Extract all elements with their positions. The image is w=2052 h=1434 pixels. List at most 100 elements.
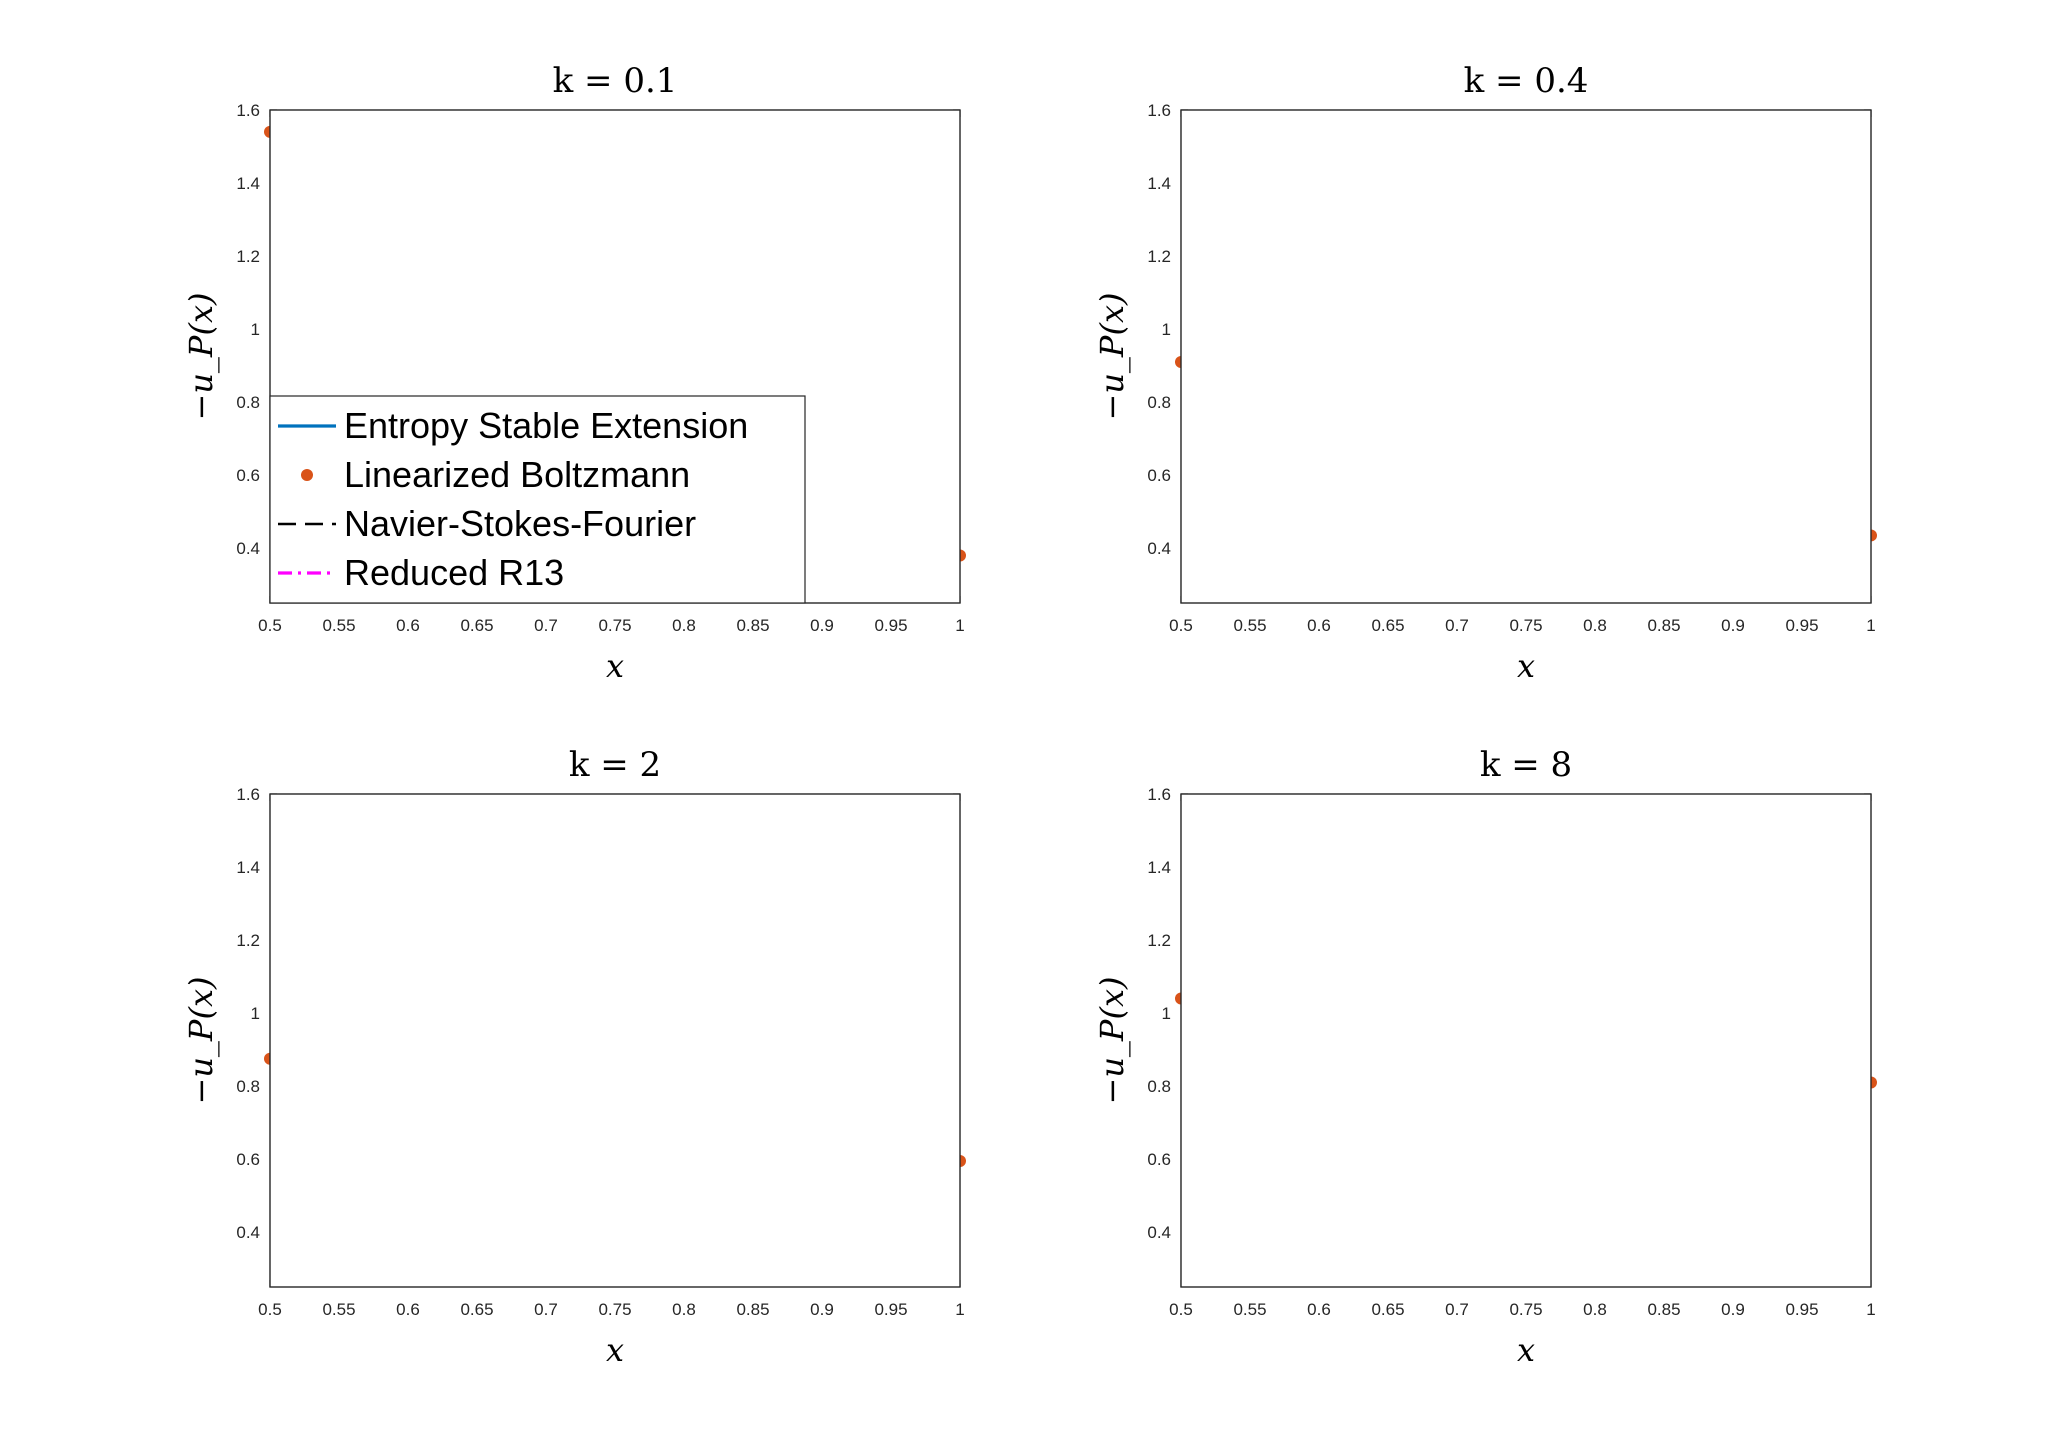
x-tick-label: 0.9 [810, 1300, 834, 1319]
legend-swatch [301, 469, 313, 481]
y-axis-label: −u_P(x) [182, 293, 220, 421]
y-tick-label: 1.6 [236, 785, 260, 804]
chart-panels: 0.5 0.55 0.6 0.65 0.7 0.75 0.8 0.85 0.9 0.95 1 0.4 0… [182, 61, 1877, 1369]
x-tick-label: 0.65 [1371, 616, 1404, 635]
y-tick-label: 0.6 [1147, 1150, 1171, 1169]
panel-title: k = 0.4 [1464, 61, 1589, 101]
panel-title: k = 2 [569, 745, 661, 785]
x-tick-label: 0.9 [810, 616, 834, 635]
y-tick-label: 0.8 [1147, 393, 1171, 412]
x-tick-label: 0.8 [1583, 1300, 1607, 1319]
y-tick-label: 0.4 [1147, 539, 1171, 558]
x-tick-label: 0.65 [460, 1300, 493, 1319]
y-tick-label: 1.4 [236, 174, 260, 193]
y-tick-label: 1.6 [1147, 785, 1171, 804]
x-tick-label: 0.85 [736, 616, 769, 635]
x-tick-label: 0.6 [396, 616, 420, 635]
y-tick-label: 1 [1162, 320, 1171, 339]
x-tick-label: 1 [955, 616, 964, 635]
y-tick-label: 0.6 [1147, 466, 1171, 485]
x-tick-label: 0.7 [534, 616, 558, 635]
y-tick-label: 1.6 [236, 101, 260, 120]
legend-label: Linearized Boltzmann [344, 454, 690, 495]
x-tick-label: 0.75 [598, 616, 631, 635]
x-axis-label: x [1517, 647, 1535, 685]
y-tick-label: 1.2 [1147, 247, 1171, 266]
chart-panel-2: 0.5 0.55 0.6 0.65 0.7 0.75 0.8 0.85 0.9 0.95 1 0.4 0… [1093, 61, 1877, 685]
x-tick-label: 0.5 [258, 616, 282, 635]
x-tick-label: 0.7 [1445, 1300, 1469, 1319]
y-axis-label: −u_P(x) [1093, 293, 1131, 421]
legend-label: Reduced R13 [344, 552, 564, 593]
y-tick-label: 0.4 [236, 539, 260, 558]
x-tick-label: 0.85 [1647, 1300, 1680, 1319]
chart-panel-4: 0.5 0.55 0.6 0.65 0.7 0.75 0.8 0.85 0.9 0.95 1 0.4 0… [1093, 745, 1877, 1369]
x-tick-label: 1 [1866, 616, 1875, 635]
x-tick-label: 0.7 [1445, 616, 1469, 635]
x-axis-label: x [606, 1331, 624, 1369]
axes-frame [1180, 793, 1872, 1288]
x-tick-label: 0.8 [672, 616, 696, 635]
x-tick-label: 0.6 [1307, 1300, 1331, 1319]
y-tick-label: 1.2 [1147, 931, 1171, 950]
x-tick-label: 0.6 [1307, 616, 1331, 635]
y-tick-label: 1.4 [1147, 858, 1171, 877]
y-tick-label: 1.2 [236, 931, 260, 950]
axes-frame [1180, 109, 1872, 604]
y-tick-label: 0.8 [236, 1077, 260, 1096]
chart-panel-3: 0.5 0.55 0.6 0.65 0.7 0.75 0.8 0.85 0.9 0.95 1 0.4 0… [182, 745, 966, 1369]
x-tick-label: 0.55 [322, 616, 355, 635]
y-tick-label: 0.8 [1147, 1077, 1171, 1096]
y-tick-label: 1.2 [236, 247, 260, 266]
chart-panel-1: 0.5 0.55 0.6 0.65 0.7 0.75 0.8 0.85 0.9 0.95 1 0.4 0… [182, 61, 966, 685]
x-tick-label: 0.5 [1169, 616, 1193, 635]
x-tick-label: 0.65 [460, 616, 493, 635]
x-tick-label: 0.85 [736, 1300, 769, 1319]
y-tick-label: 1 [251, 1004, 260, 1023]
x-tick-label: 0.95 [874, 1300, 907, 1319]
y-axis-label: −u_P(x) [1093, 977, 1131, 1105]
y-tick-label: 1.4 [1147, 174, 1171, 193]
y-tick-label: 1 [1162, 1004, 1171, 1023]
x-tick-label: 0.95 [1785, 616, 1818, 635]
x-tick-label: 0.5 [258, 1300, 282, 1319]
panel-title: k = 0.1 [553, 61, 678, 101]
x-tick-label: 0.65 [1371, 1300, 1404, 1319]
y-tick-label: 0.8 [236, 393, 260, 412]
x-tick-label: 0.8 [1583, 616, 1607, 635]
x-tick-label: 0.6 [396, 1300, 420, 1319]
x-tick-label: 0.75 [598, 1300, 631, 1319]
x-tick-label: 0.9 [1721, 1300, 1745, 1319]
x-tick-label: 0.55 [1233, 1300, 1266, 1319]
y-tick-label: 0.6 [236, 1150, 260, 1169]
x-tick-label: 0.95 [874, 616, 907, 635]
legend: Entropy Stable Extension Linearized Boltz… [269, 395, 806, 604]
x-tick-label: 0.85 [1647, 616, 1680, 635]
legend-label: Navier-Stokes-Fourier [344, 503, 696, 544]
legend-box [269, 395, 806, 604]
x-tick-label: 0.75 [1509, 616, 1542, 635]
axes-frame [269, 793, 961, 1288]
y-tick-label: 1.4 [236, 858, 260, 877]
y-tick-label: 0.4 [1147, 1223, 1171, 1242]
x-tick-label: 0.8 [672, 1300, 696, 1319]
y-tick-label: 1 [251, 320, 260, 339]
y-tick-label: 1.6 [1147, 101, 1171, 120]
x-axis-label: x [1517, 1331, 1535, 1369]
x-tick-label: 0.75 [1509, 1300, 1542, 1319]
x-axis-label: x [606, 647, 624, 685]
x-tick-label: 1 [955, 1300, 964, 1319]
y-axis-label: −u_P(x) [182, 977, 220, 1105]
legend-label: Entropy Stable Extension [344, 405, 748, 446]
x-tick-label: 0.55 [322, 1300, 355, 1319]
x-tick-label: 0.55 [1233, 616, 1266, 635]
x-tick-label: 1 [1866, 1300, 1875, 1319]
x-tick-label: 0.95 [1785, 1300, 1818, 1319]
panel-title: k = 8 [1480, 745, 1572, 785]
x-tick-label: 0.7 [534, 1300, 558, 1319]
y-tick-label: 0.4 [236, 1223, 260, 1242]
x-tick-label: 0.5 [1169, 1300, 1193, 1319]
x-tick-label: 0.9 [1721, 616, 1745, 635]
y-tick-label: 0.6 [236, 466, 260, 485]
